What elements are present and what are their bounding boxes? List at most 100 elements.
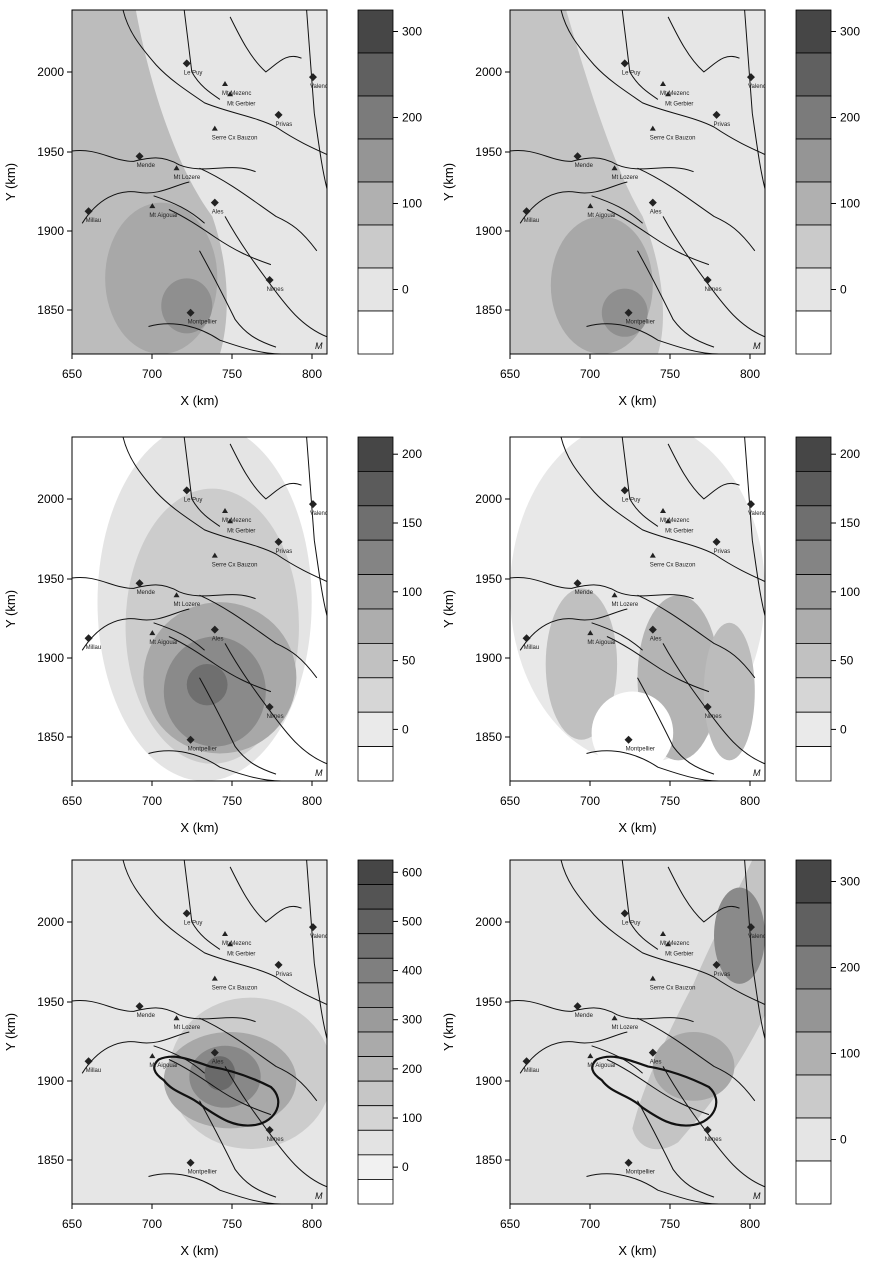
map-panel-middle-right: Le Puy Mt Mezenc Mt Gerbier Valence Privas Se… <box>441 436 766 835</box>
peak-marker-icon <box>611 1015 618 1021</box>
y-tick-label: 2000 <box>37 915 64 929</box>
river-line <box>637 677 715 775</box>
catchment-outline <box>153 1055 280 1127</box>
y-tick-label: 1850 <box>37 730 64 744</box>
colorbar-band <box>795 746 832 782</box>
city-label: Le Puy <box>622 70 641 76</box>
city-label: Mt Aigoual <box>149 213 177 219</box>
city-marker-icon <box>703 703 712 712</box>
peak-marker-icon <box>665 941 672 947</box>
city-label: Mt Lozere <box>174 175 201 181</box>
city-marker-icon <box>624 308 633 317</box>
city-marker-icon <box>308 923 317 932</box>
city-label: Mt Lozere <box>612 602 639 608</box>
peak-marker-icon <box>611 165 618 171</box>
contour-level <box>204 1056 236 1091</box>
city-marker-icon <box>712 960 721 969</box>
colorbar-band <box>795 1160 832 1205</box>
map-frame <box>71 9 328 355</box>
contour-level <box>161 278 213 334</box>
y-tick-label: 1850 <box>475 303 502 317</box>
city-marker-icon <box>746 500 755 509</box>
map-panel-bottom-right: Le Puy Mt Mezenc Mt Gerbier Valence Privas Se… <box>441 859 766 1258</box>
city-label: Mt Gerbier <box>227 101 255 107</box>
x-tick-label: 750 <box>222 367 242 381</box>
river-line <box>586 750 720 781</box>
x-tick-label: 800 <box>740 1217 760 1231</box>
x-tick-label: 650 <box>500 1217 520 1231</box>
colorbar-band <box>795 988 832 1033</box>
city-marker-icon <box>573 1002 582 1011</box>
city-marker-icon <box>265 276 274 285</box>
city-marker-icon <box>84 634 93 643</box>
river-line <box>586 1173 720 1204</box>
colorbar-band <box>795 267 832 312</box>
river-line <box>229 16 302 73</box>
colorbar-band <box>795 224 832 269</box>
city-label: Ales <box>212 1060 224 1066</box>
city-label: Le Puy <box>184 920 203 926</box>
river-line <box>621 860 659 950</box>
colorbar-band <box>795 677 832 713</box>
colorbar-band <box>357 574 394 610</box>
north-mark: M <box>753 341 761 351</box>
peak-marker-icon <box>227 518 234 524</box>
x-tick-label: 700 <box>580 1217 600 1231</box>
river-line <box>667 16 740 73</box>
city-marker-icon <box>522 634 531 643</box>
river-line <box>637 167 756 252</box>
city-label: Serre Cx Bauzon <box>212 986 258 992</box>
x-tick-label: 650 <box>62 1217 82 1231</box>
x-axis-label: X (km) <box>618 1243 656 1258</box>
peak-marker-icon <box>649 552 656 558</box>
city-label: Serre Cx Bauzon <box>650 136 696 142</box>
city-label: Montpellier <box>188 320 217 326</box>
colorbar-band <box>795 608 832 644</box>
colorbar-tick-label: 100 <box>840 1047 860 1061</box>
colorbar-tick-label: 0 <box>402 283 409 297</box>
city-label: Valence <box>310 84 332 90</box>
city-label: Mt Lozere <box>174 1025 201 1031</box>
colorbar-tick-label: 150 <box>402 516 422 530</box>
river-line <box>591 622 643 651</box>
city-label: Millau <box>86 645 102 651</box>
river-line <box>183 437 221 527</box>
city-label: Mt Mezenc <box>660 91 689 97</box>
city-label: Mt Aigoual <box>587 1063 615 1069</box>
city-label: Mt Gerbier <box>665 528 693 534</box>
city-marker-icon <box>186 735 195 744</box>
city-label: Valence <box>310 934 332 940</box>
city-marker-icon <box>274 110 283 119</box>
city-label: Mende <box>137 163 156 169</box>
y-tick-label: 1850 <box>475 1153 502 1167</box>
river-line <box>606 209 710 266</box>
y-axis-label: Y (km) <box>3 163 18 201</box>
colorbar-tick-label: 100 <box>402 585 422 599</box>
city-marker-icon <box>746 923 755 932</box>
map-panel-top-left: Le Puy Mt Mezenc Mt Gerbier Valence Privas Se… <box>3 9 332 408</box>
city-label: Serre Cx Bauzon <box>650 986 696 992</box>
river-line <box>183 860 221 950</box>
city-label: Mende <box>575 1013 594 1019</box>
city-marker-icon <box>648 1048 657 1057</box>
colorbar-tick-label: 200 <box>402 1062 422 1076</box>
colorbar-tick-label: 200 <box>840 447 860 461</box>
map-frame <box>71 436 328 782</box>
x-axis-label: X (km) <box>180 820 218 835</box>
x-tick-label: 650 <box>500 367 520 381</box>
city-marker-icon <box>308 500 317 509</box>
colorbar-band <box>795 945 832 990</box>
y-tick-label: 1950 <box>475 572 502 586</box>
river-line <box>667 866 740 923</box>
peak-marker-icon <box>211 552 218 558</box>
x-tick-label: 650 <box>62 367 82 381</box>
contour-field: Le Puy Mt Mezenc Mt Gerbier Valence Privas Se… <box>72 860 332 1204</box>
contour-level <box>703 622 755 761</box>
y-axis-label: Y (km) <box>441 590 456 628</box>
y-tick-label: 1900 <box>37 651 64 665</box>
river-line <box>606 636 710 693</box>
colorbar-band <box>795 574 832 610</box>
colorbar-band <box>357 1056 394 1082</box>
river-line <box>560 10 765 155</box>
contour-field: Le Puy Mt Mezenc Mt Gerbier Valence Privas Se… <box>72 10 332 354</box>
